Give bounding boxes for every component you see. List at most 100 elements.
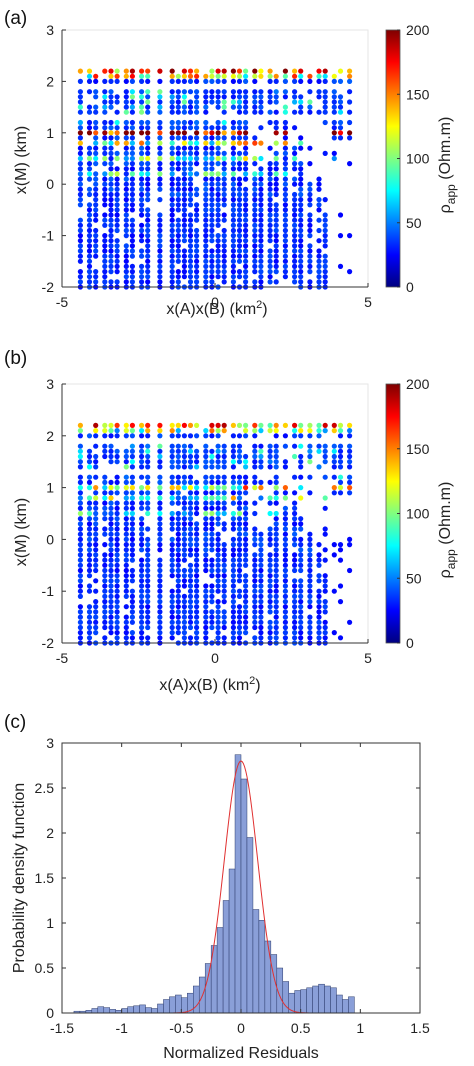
- pb-data-point: [258, 464, 264, 470]
- pa-data-point: [230, 263, 236, 269]
- pb-data-point: [93, 619, 99, 625]
- pb-data-point: [102, 588, 108, 594]
- pa-data-point: [123, 176, 129, 182]
- pa-data-point: [230, 202, 236, 208]
- pa-data-point: [252, 99, 258, 105]
- pb-data-point: [77, 490, 83, 496]
- pb-data-point: [114, 599, 120, 605]
- pa-data-point: [157, 94, 163, 100]
- pb-data-point: [123, 547, 129, 553]
- pa-data-point: [108, 181, 114, 187]
- pb-data-point: [203, 531, 209, 537]
- pa-data-point: [145, 104, 151, 110]
- pb-data-point: [102, 573, 108, 579]
- pb-data-point: [282, 609, 288, 615]
- pa-data-point: [169, 166, 175, 172]
- pa-data-point: [93, 135, 99, 141]
- pb-data-point: [108, 485, 114, 491]
- pa-data-point: [181, 238, 187, 244]
- pb-data-point: [221, 593, 227, 600]
- pb-data-point: [243, 516, 249, 522]
- pa-data-point: [77, 130, 83, 136]
- pa-data-point: [194, 253, 200, 259]
- pb-data-point: [187, 542, 194, 548]
- pb-data-point: [93, 599, 99, 605]
- pb-data-point: [282, 433, 288, 439]
- pb-data-point: [102, 604, 108, 610]
- pa-data-point: [203, 217, 209, 223]
- pb-data-point: [157, 536, 163, 543]
- pa-data-point: [187, 161, 194, 167]
- pa-data-point: [322, 109, 328, 115]
- pb-data-point: [307, 588, 313, 594]
- pa-data-point: [292, 181, 298, 187]
- pb-data-point: [258, 588, 264, 594]
- pa-data-point: [307, 253, 313, 259]
- pa-data-point: [102, 274, 108, 280]
- pa-data-point: [267, 248, 273, 254]
- pb-data-point: [181, 604, 187, 610]
- pa-data-point: [316, 181, 322, 187]
- pb-data-point: [243, 614, 249, 620]
- pa-data-point: [139, 125, 145, 131]
- pb-data-point: [258, 495, 264, 501]
- pa-data-point: [181, 171, 187, 177]
- pa-data-point: [215, 263, 221, 269]
- pa-data-point: [331, 150, 337, 156]
- pb-data-point: [243, 578, 249, 584]
- pb-data-point: [282, 593, 288, 600]
- pb-data-point: [175, 485, 181, 491]
- pb-data-point: [139, 609, 145, 615]
- pb-data-point: [347, 448, 353, 454]
- pa-data-point: [145, 269, 151, 275]
- pb-data-point: [139, 588, 145, 594]
- pb-data-point: [252, 531, 258, 537]
- pa-data-point: [102, 197, 108, 203]
- pb-data-point: [139, 428, 145, 434]
- pb-data-point: [145, 433, 151, 439]
- pa-data-point: [298, 78, 304, 84]
- pa-data-point: [194, 243, 200, 249]
- histogram-bar: [240, 778, 248, 1014]
- pb-frame: [61, 383, 369, 644]
- pa-data-point: [282, 186, 288, 192]
- pb-data-point: [230, 578, 236, 584]
- histogram-bar: [348, 996, 355, 1014]
- pa-data-point: [187, 150, 194, 156]
- pb-data-point: [129, 552, 135, 558]
- pb-data-point: [77, 516, 83, 522]
- pb-data-point: [129, 443, 135, 449]
- pa-data-point: [77, 186, 83, 192]
- pa-data-point: [175, 253, 181, 259]
- pa-data-point: [203, 202, 209, 208]
- pb-data-point: [282, 552, 288, 558]
- pb-data-point: [102, 526, 108, 532]
- pa-data-point: [123, 227, 129, 234]
- pb-data-point: [108, 583, 114, 589]
- pb-data-point: [307, 614, 313, 620]
- pb-data-point: [243, 552, 249, 558]
- pa-data-point: [243, 125, 249, 131]
- pa-data-point: [175, 130, 181, 136]
- pa-data-point: [181, 248, 187, 254]
- pb-data-point: [114, 453, 120, 460]
- pa-data-point: [139, 171, 145, 177]
- pb-data-point: [267, 536, 273, 543]
- pb-data-point: [273, 552, 279, 558]
- pb-data-point: [230, 485, 236, 491]
- pb-data-point: [129, 464, 135, 470]
- pb-data-point: [252, 479, 258, 485]
- pa-data-point: [292, 150, 298, 156]
- pa-data-point: [86, 150, 93, 156]
- pb-data-point: [209, 593, 215, 600]
- pa-data-point: [298, 258, 304, 264]
- pb-data-point: [292, 526, 298, 532]
- pa-data-point: [86, 191, 93, 198]
- pb-data-point: [230, 599, 236, 605]
- pb-data-point: [86, 619, 93, 625]
- pb-data-point: [273, 526, 279, 532]
- pa-data-point: [322, 263, 328, 269]
- pa-data-point: [282, 191, 288, 198]
- pb-data-point: [86, 464, 93, 470]
- pb-data-point: [129, 433, 135, 439]
